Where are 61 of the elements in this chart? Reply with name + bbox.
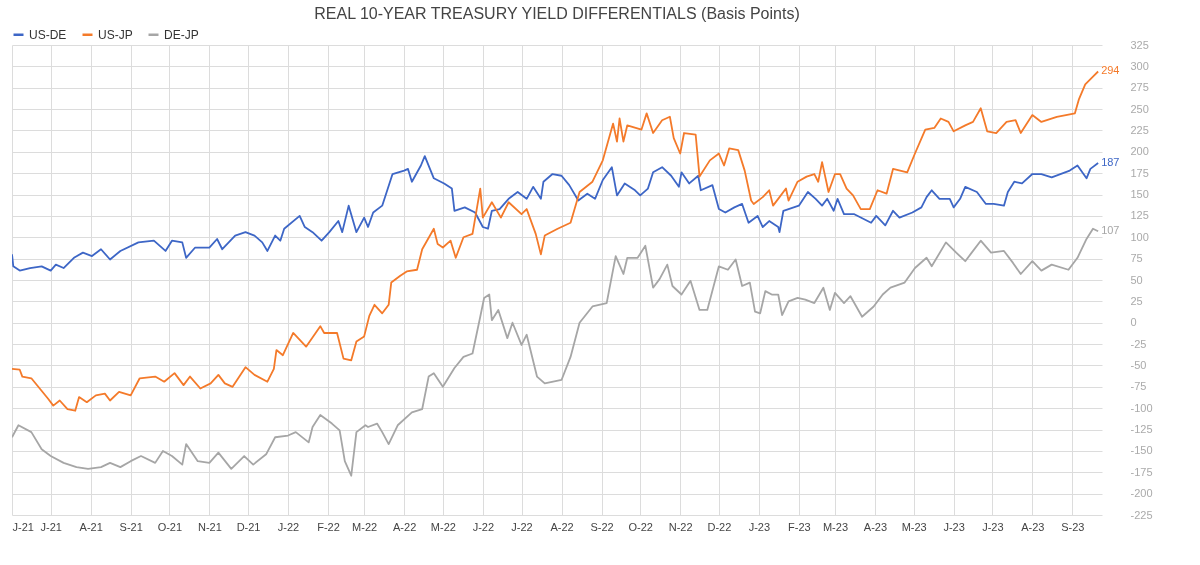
line-series xyxy=(12,155,1100,272)
y-tick-label: 150 xyxy=(1130,188,1149,201)
x-tick-label: J-23 xyxy=(982,520,1004,533)
x-tick-label: F-22 xyxy=(317,520,340,533)
y-tick-label: -75 xyxy=(1130,380,1147,393)
y-tick-label: 300 xyxy=(1130,59,1149,72)
line-series xyxy=(12,70,1100,412)
x-tick-label: M-23 xyxy=(901,520,927,533)
x-tick-label: A-21 xyxy=(79,520,103,533)
y-tick-label: -150 xyxy=(1130,444,1153,457)
annotation: 107 xyxy=(1101,224,1120,237)
x-tick-label: J-23 xyxy=(943,520,965,533)
x-tick-label: A-23 xyxy=(863,520,888,533)
x-tick-label: M-22 xyxy=(352,520,378,533)
x-tick-label: F-23 xyxy=(788,520,811,533)
y-tick-label: -175 xyxy=(1130,465,1153,478)
x-tick-label: M-22 xyxy=(430,520,456,533)
x-tick-label: S-22 xyxy=(590,520,614,533)
legend-label: US-DE xyxy=(29,27,67,42)
x-tick-label: J-21 xyxy=(12,520,34,533)
y-tick-label: -100 xyxy=(1130,401,1153,414)
x-tick-label: J-22 xyxy=(277,520,300,533)
y-tick-label: 175 xyxy=(1130,166,1149,179)
x-tick-label: O-21 xyxy=(157,520,183,533)
x-tick-label: A-22 xyxy=(550,520,574,533)
annotation: 187 xyxy=(1101,155,1120,168)
x-tick-label: N-21 xyxy=(197,520,222,533)
chart-title: REAL 10-YEAR TREASURY YIELD DIFFERENTIALS (Basis Points) xyxy=(314,5,800,22)
y-tick-label: -200 xyxy=(1130,487,1153,500)
y-tick-label: 200 xyxy=(1130,145,1149,158)
x-tick-label: A-22 xyxy=(393,520,417,533)
x-tick-label: J-22 xyxy=(511,520,533,533)
y-tick-label: 25 xyxy=(1130,294,1143,307)
x-tick-label: S-21 xyxy=(119,520,143,533)
y-tick-label: 50 xyxy=(1130,273,1143,286)
x-tick-label: D-21 xyxy=(236,520,261,533)
legend-label: DE-JP xyxy=(164,27,199,42)
y-tick-label: -125 xyxy=(1130,423,1153,436)
x-tick-label: O-22 xyxy=(628,520,653,533)
y-tick-label: -225 xyxy=(1130,508,1153,521)
x-tick-label: D-22 xyxy=(707,520,732,533)
annotation: 294 xyxy=(1101,64,1120,77)
y-tick-label: 100 xyxy=(1130,230,1149,243)
y-tick-label: -25 xyxy=(1130,337,1147,350)
x-tick-label: J-23 xyxy=(748,520,771,533)
line-series xyxy=(12,227,1100,477)
legend-label: US-JP xyxy=(98,27,133,42)
x-tick-label: N-22 xyxy=(668,520,693,533)
y-tick-label: 275 xyxy=(1130,81,1149,94)
y-tick-label: 125 xyxy=(1130,209,1149,222)
x-tick-label: A-23 xyxy=(1021,520,1045,533)
y-tick-label: -50 xyxy=(1130,358,1147,371)
x-tick-label: J-21 xyxy=(40,520,62,533)
y-tick-label: 0 xyxy=(1130,316,1137,329)
x-tick-label: M-23 xyxy=(822,520,849,533)
x-tick-label: S-23 xyxy=(1061,520,1085,533)
y-tick-label: 250 xyxy=(1130,102,1149,115)
y-tick-label: 225 xyxy=(1130,123,1149,136)
y-tick-label: 325 xyxy=(1130,38,1149,51)
y-tick-label: 75 xyxy=(1130,252,1143,265)
x-tick-label: J-22 xyxy=(472,520,495,533)
